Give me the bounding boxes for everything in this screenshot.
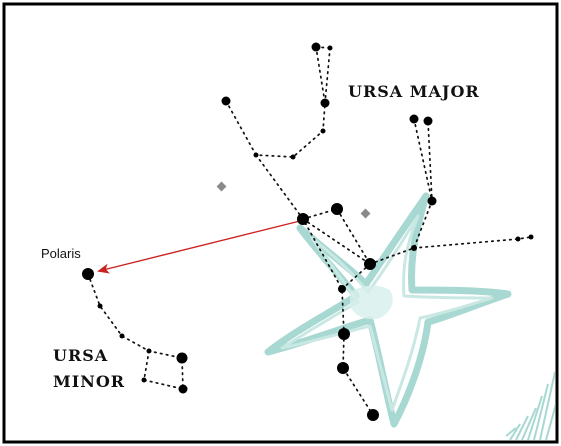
star: [320, 98, 330, 108]
ursa-minor-label-line2: MINOR: [53, 372, 125, 391]
star: [411, 245, 417, 251]
star: [423, 116, 433, 126]
star: [253, 152, 259, 158]
pointer-arrow: [97, 220, 301, 274]
star: [176, 352, 188, 364]
star: [367, 409, 379, 421]
star: [427, 196, 437, 206]
ursa-major-left-arc: [225, 46, 326, 158]
star: [327, 45, 333, 51]
ursa-major-east-line: [413, 236, 532, 249]
ursa-major-stars: [221, 42, 534, 421]
star: [311, 42, 321, 52]
star: [337, 362, 349, 374]
star: [297, 213, 309, 225]
ursa-minor-stars: [82, 268, 188, 394]
star: [338, 285, 346, 293]
ursa-major-main-line: [255, 154, 374, 416]
ursa-minor-label-line1: URSA: [53, 346, 108, 365]
star: [331, 203, 343, 215]
feathered-edge: [505, 371, 555, 440]
ursa-minor-box: [143, 350, 184, 391]
star: [320, 128, 326, 134]
polaris-label: Polaris: [41, 246, 81, 261]
star: [364, 258, 376, 270]
polaris-star: [82, 268, 94, 280]
star: [178, 384, 188, 394]
star: [409, 114, 419, 124]
star: [119, 333, 125, 339]
star: [221, 96, 231, 106]
starfish-outline-outer: [264, 192, 512, 428]
star: [290, 154, 296, 160]
starfish-illustration: [264, 192, 555, 440]
star: [141, 377, 147, 383]
diamond-marker: [216, 181, 227, 192]
star: [338, 328, 350, 340]
diamond-markers: [216, 181, 371, 219]
starfish-center-fill: [350, 285, 393, 320]
diamond-marker: [360, 208, 371, 219]
ursa-major-right-leg: [369, 120, 433, 265]
starfish-outline-inner: [280, 214, 494, 412]
star: [97, 303, 103, 309]
star: [146, 348, 152, 354]
ursa-major-label: URSA MAJOR: [348, 82, 480, 101]
star: [515, 236, 521, 242]
star: [528, 234, 534, 240]
